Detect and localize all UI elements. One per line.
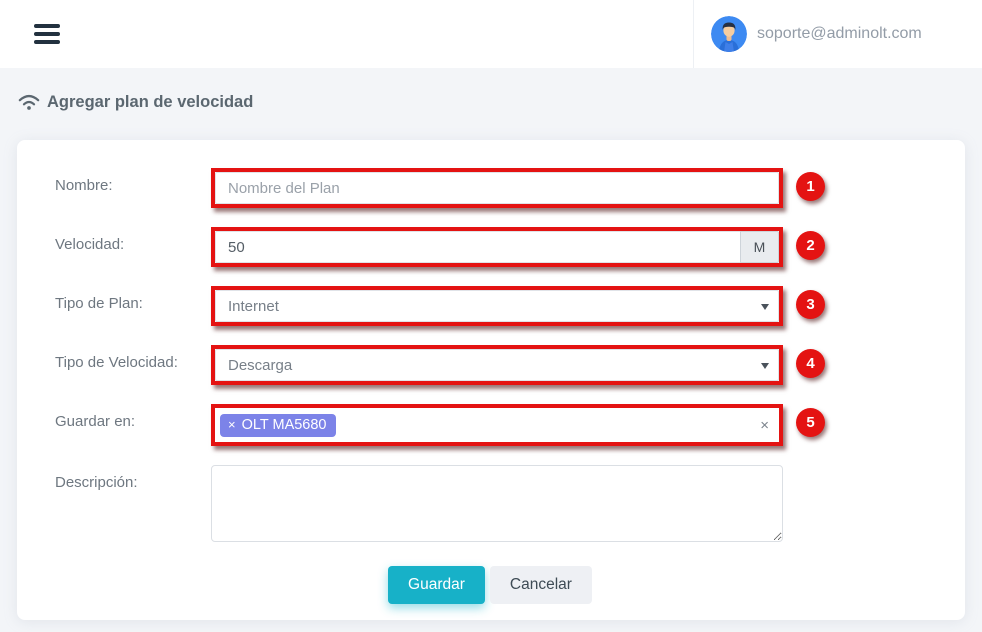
annotation-badge-1: 1 — [796, 172, 825, 201]
nombre-label: Nombre: — [55, 177, 113, 194]
guardar-en-label: Guardar en: — [55, 413, 136, 430]
annotation-frame-3: Internet — [211, 286, 783, 326]
page-title-row: Agregar plan de velocidad — [18, 92, 253, 112]
nombre-input[interactable] — [215, 172, 779, 204]
field-row-tipo-plan: Tipo de Plan: Internet 3 — [55, 286, 965, 326]
annotation-frame-5: × OLT MA5680 × — [211, 404, 783, 446]
annotation-frame-2: M — [211, 227, 783, 267]
page-title: Agregar plan de velocidad — [47, 92, 254, 111]
cancel-button[interactable]: Cancelar — [489, 566, 592, 604]
hamburger-menu-icon[interactable] — [34, 20, 60, 48]
annotation-frame-4: Descarga — [211, 345, 783, 385]
selected-olt-tag: × OLT MA5680 — [220, 413, 336, 437]
tipo-velocidad-label: Tipo de Velocidad: — [55, 354, 178, 371]
field-row-nombre: Nombre: 1 — [55, 168, 965, 208]
user-email: soporte@adminolt.com — [757, 25, 922, 42]
tipo-plan-label: Tipo de Plan: — [55, 295, 143, 312]
annotation-badge-5: 5 — [796, 408, 825, 437]
field-row-tipo-velocidad: Tipo de Velocidad: Descarga 4 — [55, 345, 965, 385]
tipo-velocidad-select[interactable]: Descarga — [215, 349, 779, 381]
top-header: soporte@adminolt.com — [0, 0, 982, 68]
annotation-badge-4: 4 — [796, 349, 825, 378]
form-actions: Guardar Cancelar — [55, 566, 925, 604]
velocidad-label: Velocidad: — [55, 236, 125, 253]
descripcion-textarea[interactable] — [211, 465, 783, 542]
velocidad-input[interactable] — [215, 231, 740, 263]
chevron-down-icon — [761, 363, 769, 369]
remove-tag-icon[interactable]: × — [228, 417, 236, 432]
field-row-descripcion: Descripción: — [55, 465, 965, 547]
annotation-badge-2: 2 — [796, 231, 825, 260]
chevron-down-icon — [761, 304, 769, 310]
annotation-frame-1 — [211, 168, 783, 208]
tipo-plan-select[interactable]: Internet — [215, 290, 779, 322]
guardar-en-multiselect[interactable]: × OLT MA5680 × — [215, 408, 779, 442]
form-card: Nombre: 1 Velocidad: M 2 Tipo de Plan: I… — [17, 140, 965, 620]
clear-selection-icon[interactable]: × — [760, 416, 769, 434]
field-row-guardar-en: Guardar en: × OLT MA5680 × 5 — [55, 404, 965, 446]
descripcion-label: Descripción: — [55, 474, 138, 491]
user-menu[interactable]: soporte@adminolt.com — [693, 0, 982, 68]
velocidad-unit-addon: M — [740, 231, 779, 263]
field-row-velocidad: Velocidad: M 2 — [55, 227, 965, 267]
tipo-plan-selected-value: Internet — [228, 297, 279, 315]
wifi-icon — [18, 94, 40, 110]
save-button[interactable]: Guardar — [388, 566, 485, 604]
user-avatar — [711, 16, 747, 52]
annotation-badge-3: 3 — [796, 290, 825, 319]
tipo-velocidad-selected-value: Descarga — [228, 356, 293, 374]
selected-olt-tag-label: OLT MA5680 — [241, 416, 327, 433]
